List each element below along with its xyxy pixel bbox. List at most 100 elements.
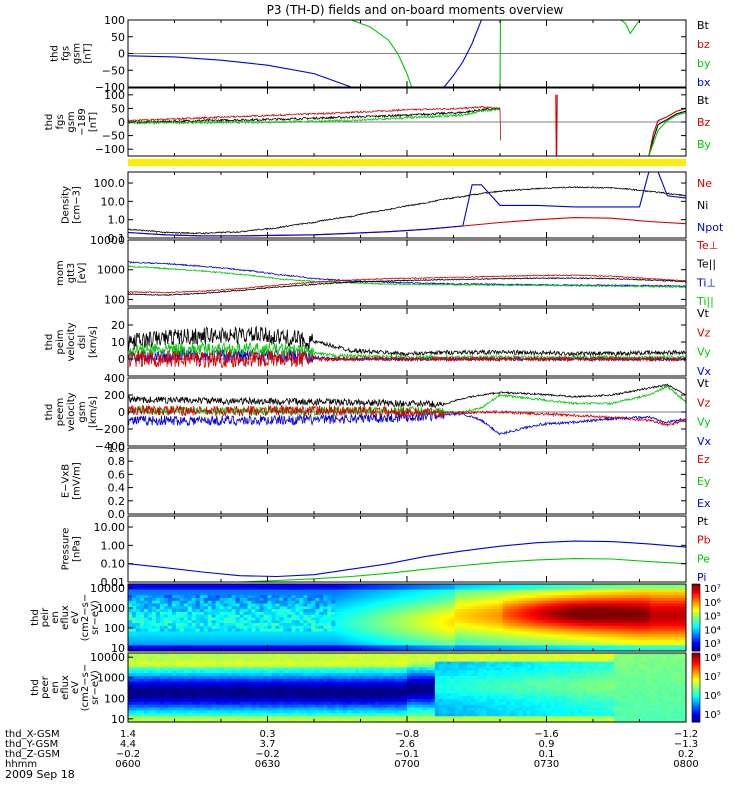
colorbar-cell [692,640,700,644]
spectrogram-cell [335,603,340,607]
spectrogram-cell [299,645,304,649]
spectrogram-cell [387,648,392,652]
spectrogram-cell [327,637,332,641]
y-axis-label: en [50,611,61,624]
spectrogram-cell [239,658,245,663]
spectrogram-cell [203,676,209,680]
spectrogram-cell [255,719,261,723]
spectrogram-cell [275,664,280,668]
spectrogram-cell [183,696,189,700]
colorbar-cell [692,615,700,618]
spectrogram-cell [183,713,189,717]
spectrogram-cell [470,625,476,630]
spectrogram-cell [674,611,679,616]
spectrogram-cell [323,614,328,618]
spectrogram-cell [391,611,396,616]
spectrogram-cell [395,595,400,599]
spectrogram-cell [151,611,157,616]
spectrogram-cell [295,690,300,694]
spectrogram-cell [395,592,400,596]
spectrogram-cell [554,625,559,630]
spectrogram-cell [490,642,496,646]
spectrogram-cell [259,678,265,683]
spectrogram-cell [578,645,583,649]
spectrogram-cell [654,648,659,652]
spectrogram-cell [343,642,348,646]
spectrogram-cell [371,631,376,635]
spectrogram-cell [143,628,149,632]
spectrogram-cell [247,642,253,646]
spectrogram-cell [422,586,428,591]
spectrogram-cell [502,634,508,638]
spectrogram-cell [363,614,368,618]
spectrogram-cell [542,631,547,635]
spectrogram-cell [311,661,316,666]
spectrogram-cell [626,584,631,588]
spectrogram-cell [207,634,213,638]
spectrogram-cell [642,609,647,613]
spectrogram-cell [578,620,583,624]
spectrogram-cell [147,661,153,666]
spectrogram-cell [215,704,221,709]
spectrogram-cell [167,603,173,607]
spectrogram-cell [135,645,141,649]
spectrogram-cell [482,639,488,644]
spectrogram-cell [602,592,607,596]
spectrogram-cell [446,645,452,649]
spectrogram-cell [454,597,460,602]
spectrogram-cell [191,667,197,671]
spectrogram-cell [135,589,141,593]
spectrogram-cell [650,623,655,627]
spectrogram-cell [275,634,280,638]
spectrogram-cell [231,637,237,641]
spectrogram-cell [682,648,687,652]
spectrogram-cell [259,707,265,712]
spectrogram-cell [295,704,300,709]
spectrogram-cell [223,595,229,599]
spectrogram-cell [183,704,189,709]
spectrogram-cell [486,645,492,649]
spectrogram-cell [279,600,284,605]
spectrogram-cell [470,614,476,618]
spectrogram-cell [506,603,512,607]
spectrogram-cell [131,673,137,677]
spectrogram-cell [215,661,221,666]
spectrogram-cell [678,620,683,624]
spectrogram-cell [275,667,280,671]
spectrogram-cell [438,634,444,638]
spectrogram-cell [315,620,320,624]
spectrogram-cell [391,642,396,646]
spectrogram-cell [167,645,173,649]
spectrogram-cell [550,637,555,641]
spectrogram-cell [638,637,643,641]
spectrogram-cell [682,611,687,616]
spectrogram-cell [283,600,288,605]
spectrogram-cell [279,701,284,706]
spectrogram-cell [299,707,304,712]
spectrogram-cell [335,639,340,644]
spectrogram-cell [199,701,205,706]
spectrogram-cell [666,631,671,635]
spectrogram-cell [570,648,575,652]
spectrogram-cell [482,586,488,591]
spectrogram-cell [263,586,268,591]
spectrogram-cell [275,603,280,607]
spectrogram-cell [199,667,205,671]
spectrogram-cell [135,637,141,641]
spectrogram-cell [139,716,145,720]
spectrogram-cell [179,681,185,686]
spectrogram-cell [355,609,360,613]
panel-frame [127,447,687,515]
spectrogram-cell [538,631,544,635]
spectrogram-cell [403,637,408,641]
spectrogram-cell [562,648,567,652]
spectrogram-cell [211,639,217,644]
spectrogram-cell [135,693,141,697]
spectrogram-cell [614,597,619,602]
spectrogram-cell [143,699,149,703]
spectrogram-cell [490,600,496,605]
spectrogram-cell [251,716,257,720]
spectrogram-cell [303,713,308,717]
panel-frame [127,307,687,377]
spectrogram-cell [251,699,257,703]
